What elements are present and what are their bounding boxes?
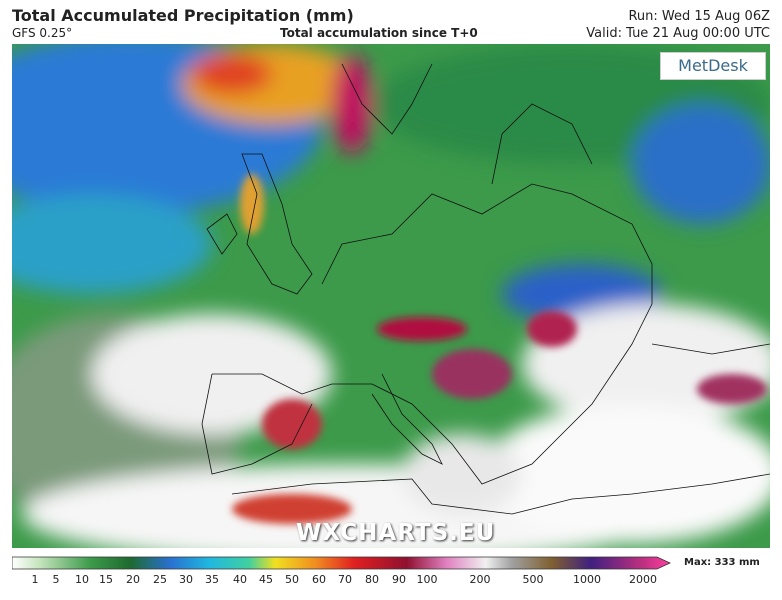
colorbar-tick: 50 — [285, 573, 299, 586]
watermark: WXCHARTS.EU — [296, 520, 496, 546]
colorbar-tick: 60 — [312, 573, 326, 586]
colorbar-tick: 100 — [416, 573, 438, 586]
colorbar-tick: 25 — [153, 573, 167, 586]
colorbar-tick: 20 — [126, 573, 140, 586]
title: Total Accumulated Precipitation (mm) — [12, 6, 354, 25]
colorbar-tick: 500 — [522, 573, 544, 586]
colorbar-tick: 45 — [259, 573, 273, 586]
colorbar-tick: 1 — [31, 573, 39, 586]
precipitation-map — [12, 44, 770, 548]
colorbar-tick: 90 — [392, 573, 406, 586]
colorbar-tick: 30 — [179, 573, 193, 586]
subtitle: Total accumulation since T+0 — [280, 26, 478, 40]
colorbar-tick: 35 — [205, 573, 219, 586]
colorbar-tick: 1000 — [573, 573, 601, 586]
model: GFS 0.25° — [12, 26, 73, 40]
max-label: Max: 333 mm — [684, 557, 760, 568]
run-time: Run: Wed 15 Aug 06Z — [628, 9, 770, 24]
colorbar-tick: 70 — [338, 573, 352, 586]
colorbar-tick: 5 — [52, 573, 60, 586]
logo: MetDesk — [660, 52, 766, 80]
colorbar — [12, 556, 671, 570]
colorbar-tick: 10 — [75, 573, 89, 586]
colorbar-tick: 15 — [99, 573, 113, 586]
colorbar-tick: 80 — [365, 573, 379, 586]
valid-time: Valid: Tue 21 Aug 00:00 UTC — [586, 26, 770, 41]
colorbar-tick: 2000 — [629, 573, 657, 586]
colorbar-tick: 200 — [469, 573, 491, 586]
borders — [201, 63, 770, 515]
colorbar-tick: 40 — [233, 573, 247, 586]
